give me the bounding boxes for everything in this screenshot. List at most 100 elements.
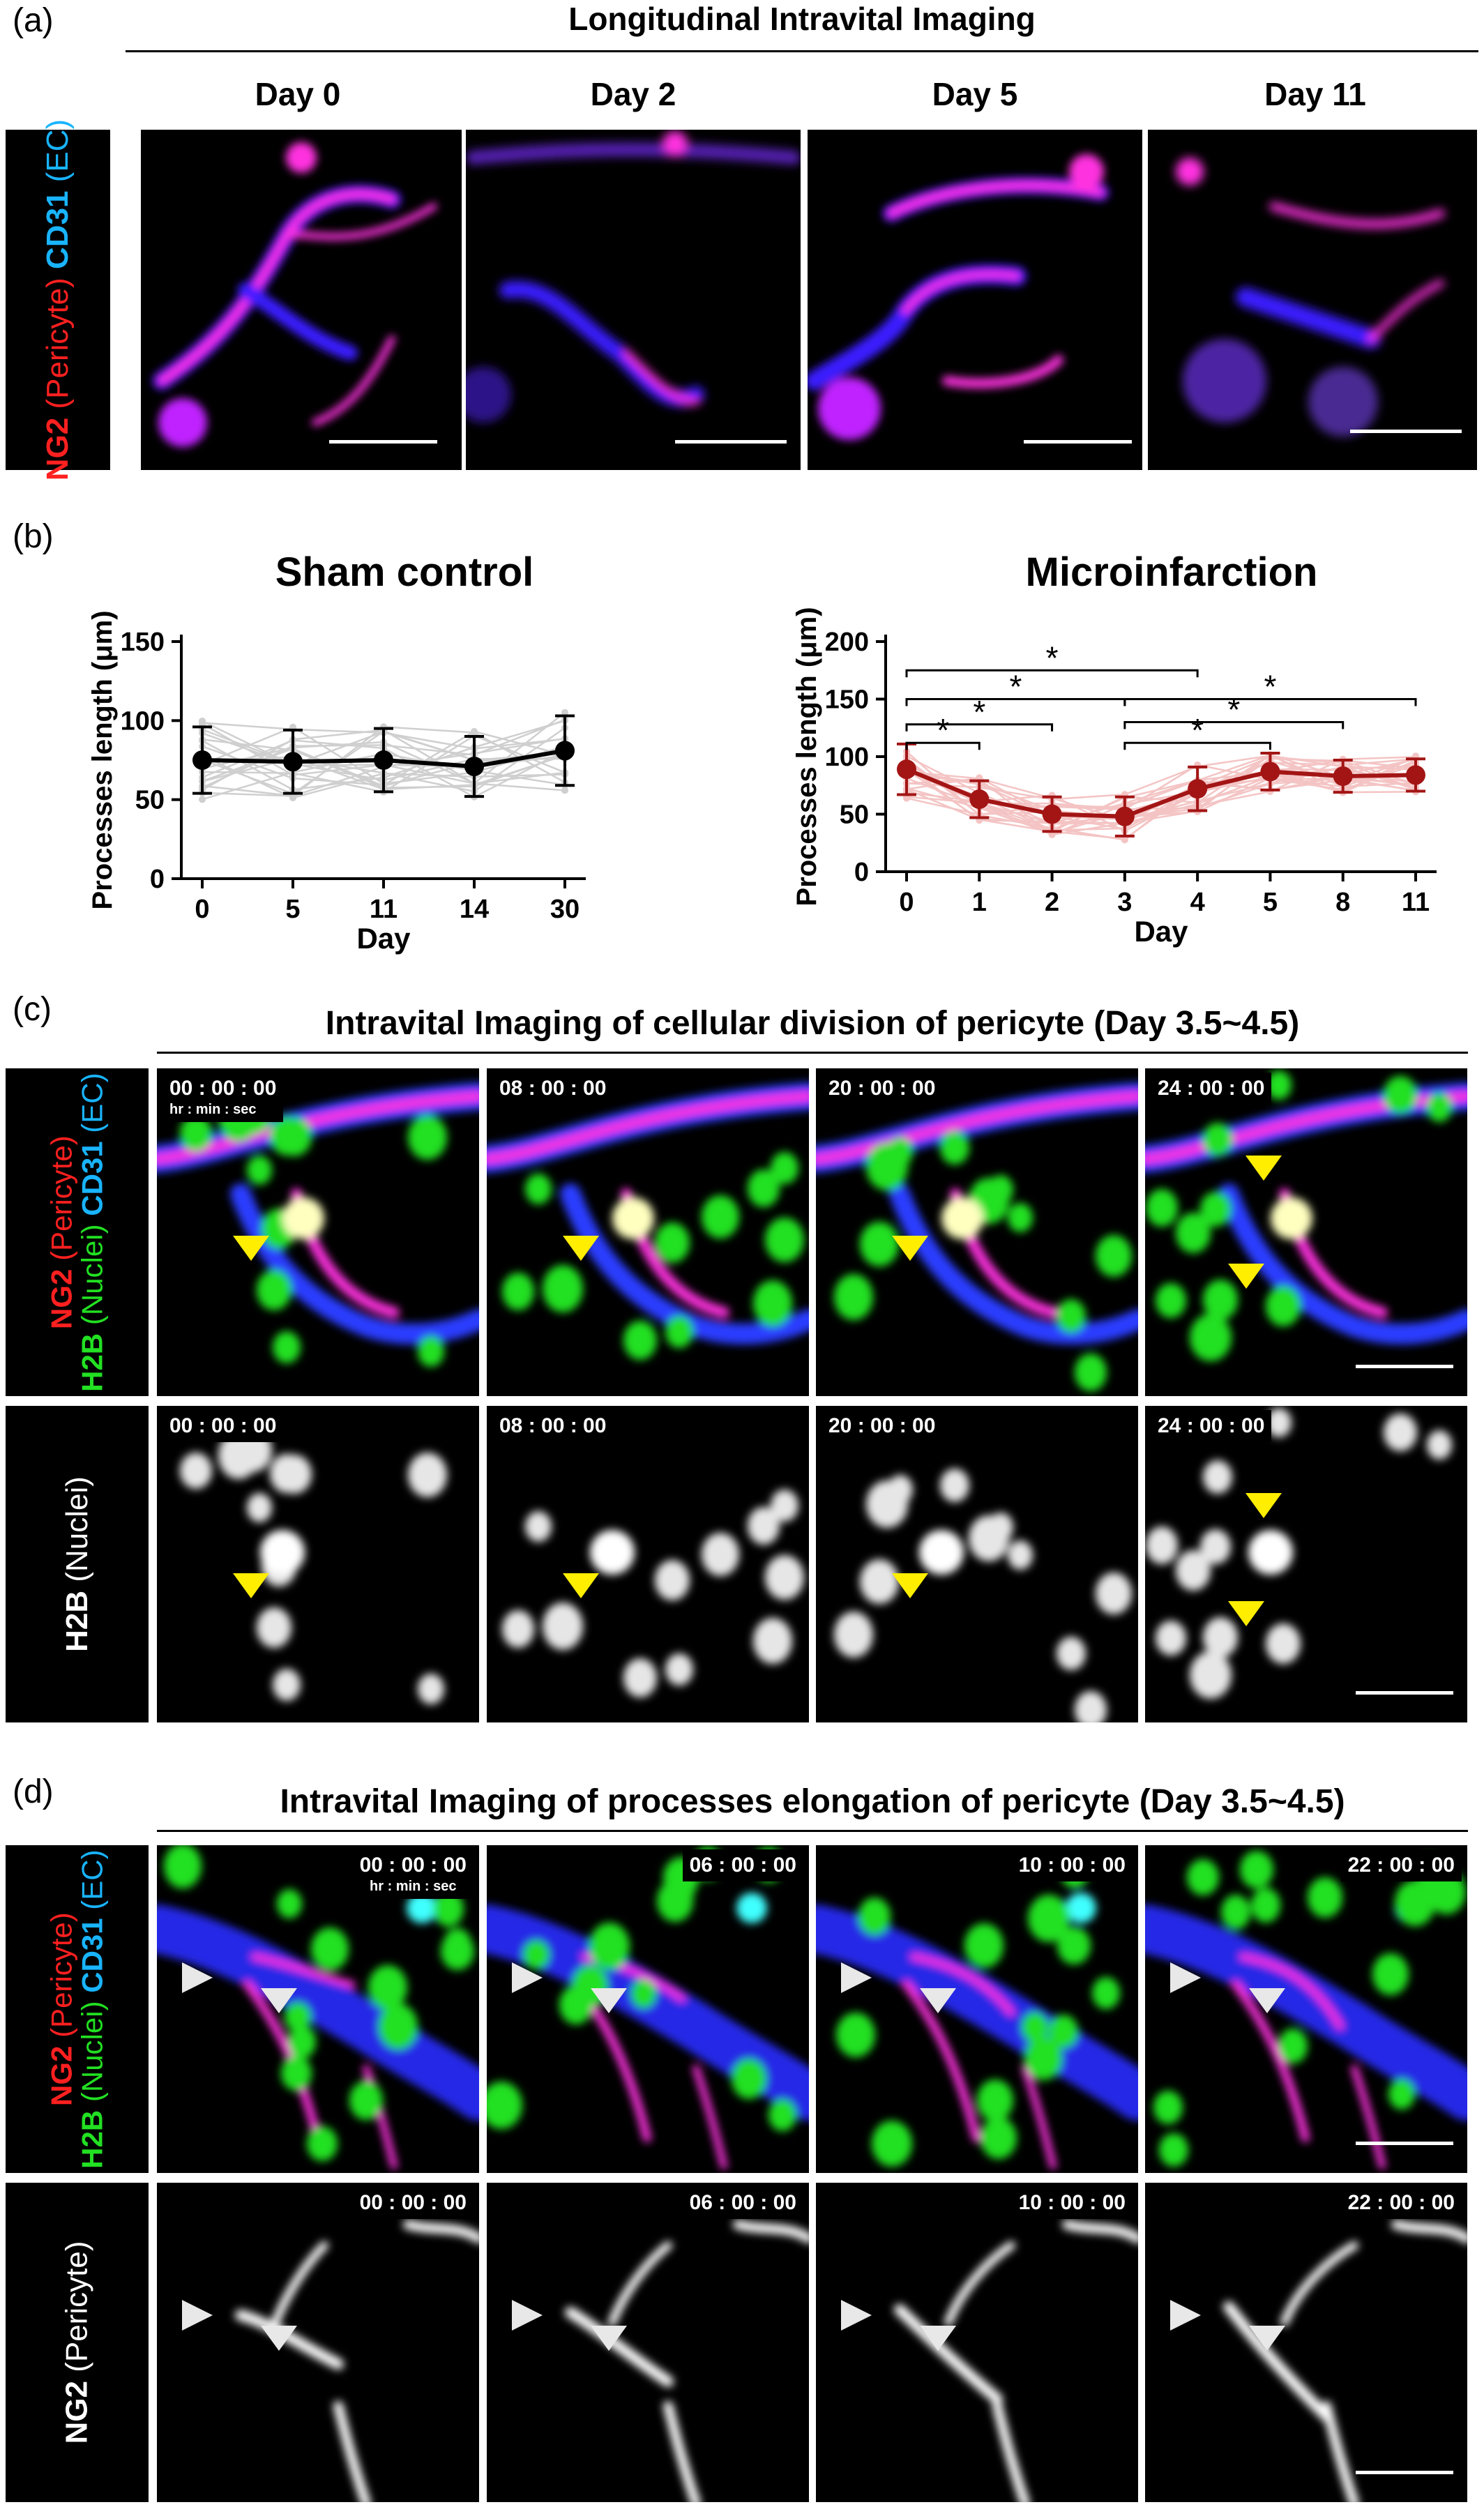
timestamp-badge: 06 : 00 : 00	[682, 1849, 803, 1881]
x-tick-label: 3	[1117, 888, 1132, 917]
panel-d-bottom-channel-label: NG2 (Pericyte)	[6, 2183, 149, 2502]
x-tick-label: 8	[1335, 888, 1350, 917]
y-tick-label: 0	[854, 858, 869, 887]
timestamp-text: 24 : 00 : 00	[1158, 1414, 1265, 1437]
timestamp-badge: 10 : 00 : 00	[1011, 2187, 1133, 2219]
x-tick-label: 0	[899, 888, 914, 917]
y-tick-label: 50	[840, 801, 869, 830]
panel-c-color-frame-1: 08 : 00 : 00	[487, 1068, 809, 1396]
individual-point	[199, 717, 206, 725]
mean-point	[1042, 804, 1062, 824]
y-tick-label: 100	[121, 706, 165, 736]
panel-d-color-frame-2: 10 : 00 : 00	[816, 1845, 1138, 2173]
timestamp-badge: 08 : 00 : 00	[492, 1073, 614, 1105]
time-units-label: hr : min : sec	[370, 1879, 457, 1894]
panel-c-top-channel-label: NG2 (Pericyte) H2B (Nuclei) CD31 (EC)	[6, 1068, 149, 1396]
individual-point	[561, 709, 568, 716]
panel-a-label: (a)	[13, 2, 54, 39]
timestamp-text: 22 : 00 : 00	[1347, 2191, 1455, 2214]
timestamp-text: 22 : 00 : 00	[1347, 1854, 1455, 1877]
timestamp-text: 00 : 00 : 00	[169, 1077, 277, 1100]
mean-point	[464, 757, 484, 777]
mean-point	[1406, 765, 1425, 785]
timestamp-text: 06 : 00 : 00	[689, 2191, 796, 2214]
panel-c-bottom-channel-label: H2B (Nuclei)	[6, 1406, 149, 1722]
microinfarction-chart: Microinfarction 0 50 100 150 200 0 1 2 3 4 5 8 11 Day P…	[753, 537, 1478, 969]
significance-bracket	[1123, 698, 1417, 706]
significance-star: *	[1264, 669, 1276, 705]
panel-c-color-frame-2: 20 : 00 : 00	[816, 1068, 1138, 1396]
timestamp-text: 00 : 00 : 00	[359, 1854, 467, 1877]
mean-point	[969, 789, 990, 810]
timestamp-text: 20 : 00 : 00	[828, 1414, 936, 1437]
y-axis-label: Processes length (μm)	[87, 610, 118, 909]
timestamp-text: 00 : 00 : 00	[359, 2191, 467, 2214]
panel-c-color-frame-0: 00 : 00 : 00 hr : min : sec	[157, 1068, 479, 1396]
mean-point	[1333, 766, 1353, 787]
y-tick-label: 0	[150, 865, 165, 894]
panel-d-color-frame-0: 00 : 00 : 00 hr : min : sec	[157, 1845, 479, 2173]
panel-d-gray-frame-0: 00 : 00 : 00	[157, 2183, 479, 2502]
y-tick-label: 50	[135, 786, 165, 815]
significance-bracket	[1123, 721, 1345, 729]
significance-star: *	[1046, 639, 1059, 676]
mean-point	[555, 741, 575, 761]
significance-star: *	[973, 694, 985, 730]
significance-star: *	[1191, 712, 1204, 748]
significance-bracket	[1123, 741, 1271, 750]
image-day-0	[141, 130, 462, 470]
sham-control-chart: Sham control 0 50 100 150 0 5 11 14 30 Day Processe…	[42, 537, 739, 969]
timestamp-text: 20 : 00 : 00	[828, 1077, 936, 1100]
y-axis-label: Processes length (μm)	[792, 607, 822, 906]
mean-point	[1260, 762, 1280, 782]
mean-point	[897, 759, 916, 780]
significance-bracket	[905, 723, 1054, 732]
panel-c-gray-frame-1: 08 : 00 : 00	[487, 1406, 809, 1722]
significance-star: *	[1009, 669, 1022, 705]
x-axis-label: Day	[356, 922, 411, 955]
y-tick-label: 100	[825, 743, 869, 772]
panel-c-heading: Intravital Imaging of cellular division …	[325, 1005, 1300, 1042]
panel-d-heading: Intravital Imaging of processes elongati…	[280, 1783, 1345, 1820]
individual-trace	[906, 757, 1416, 836]
significance-star: *	[1227, 692, 1240, 728]
x-tick-label: 1	[972, 888, 987, 917]
x-tick-label: 5	[1263, 888, 1278, 917]
mean-point	[192, 750, 212, 770]
mean-point	[283, 752, 303, 772]
panel-c-heading-rule	[157, 1052, 1468, 1054]
y-tick-label: 200	[825, 628, 869, 657]
timestamp-text: 10 : 00 : 00	[1018, 1854, 1126, 1877]
individual-trace	[906, 753, 1416, 825]
chart-title: Microinfarction	[1026, 550, 1318, 595]
day-label-11: Day 11	[1264, 76, 1366, 112]
panel-b-label: (b)	[13, 518, 54, 555]
timestamp-badge: 20 : 00 : 00	[821, 1073, 943, 1105]
panel-d-heading-rule	[157, 1830, 1468, 1832]
x-tick-label: 11	[1402, 888, 1430, 917]
timestamp-text: 10 : 00 : 00	[1018, 2191, 1126, 2214]
panel-c-gray-frame-3: 24 : 00 : 00	[1145, 1406, 1467, 1722]
individual-point	[1121, 836, 1128, 844]
timestamp-badge: 08 : 00 : 00	[492, 1410, 614, 1442]
panel-d-label: (d)	[13, 1773, 54, 1810]
panel-a-heading-rule	[126, 50, 1478, 52]
timestamp-badge: 06 : 00 : 00	[682, 2187, 803, 2219]
image-day-11	[1148, 130, 1477, 470]
panel-d-color-frame-1: 06 : 00 : 00	[487, 1845, 809, 2173]
panel-d-top-channel-label: NG2 (Pericyte) H2B (Nuclei) CD31 (EC)	[6, 1845, 149, 2173]
mean-point	[374, 750, 393, 770]
individual-point	[903, 794, 910, 802]
x-tick-label: 5	[285, 895, 300, 924]
panel-a-channel-label: NG2 (Pericyte) CD31 (EC)	[6, 119, 110, 480]
day-label-2: Day 2	[590, 76, 676, 112]
x-tick-label: 2	[1045, 888, 1059, 917]
timestamp-badge: 00 : 00 : 00	[352, 2187, 474, 2219]
panel-d-gray-frame-3: 22 : 00 : 00	[1145, 2183, 1467, 2502]
time-units-label: hr : min : sec	[169, 1102, 257, 1117]
significance-bracket	[905, 669, 1199, 678]
image-day-5	[808, 130, 1142, 470]
individual-point	[199, 796, 206, 803]
y-tick-label: 150	[825, 686, 869, 715]
panel-a-heading: Longitudinal Intravital Imaging	[568, 1, 1036, 37]
